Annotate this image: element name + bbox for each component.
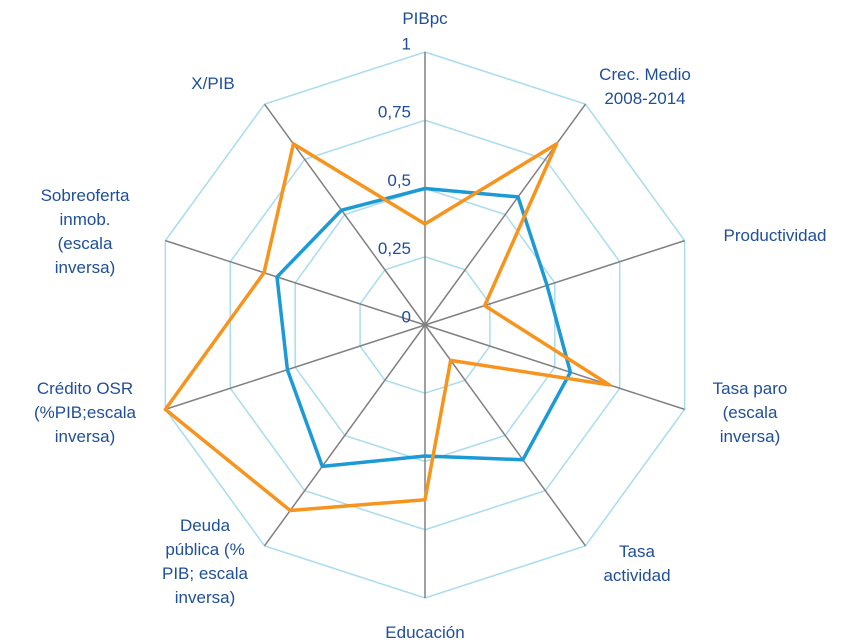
spoke — [263, 324, 426, 547]
y-tick-label: 1 — [402, 34, 411, 53]
series-line — [163, 142, 612, 513]
spoke — [424, 324, 587, 547]
y-tick-label: 0,75 — [378, 103, 411, 122]
category-label: X/PIB — [191, 74, 234, 93]
category-label: Sobreoferta inmob. (escala inversa) — [41, 186, 130, 277]
y-tick-label: 0,25 — [378, 239, 411, 258]
spoke — [263, 103, 426, 326]
spoke — [424, 324, 685, 411]
spoke — [165, 324, 426, 411]
y-tick-label: 0,5 — [387, 171, 411, 190]
spoke — [165, 239, 426, 326]
spoke — [424, 103, 587, 326]
category-label: Productividad — [723, 226, 826, 245]
spoke — [424, 239, 685, 326]
category-label: Crédito OSR (%PIB;escala inversa) — [34, 379, 137, 446]
y-tick-label: 0 — [402, 307, 411, 326]
category-label: Crec. Medio 2008-2014 — [599, 65, 691, 108]
series-line — [275, 186, 573, 469]
category-label: Educación — [385, 623, 464, 642]
category-label: Tasa actividad — [603, 542, 670, 585]
category-label: Tasa paro (escala inversa) — [713, 379, 788, 446]
category-label: Deuda pública (% PIB; escala inversa) — [162, 516, 249, 607]
category-label: PIBpc — [402, 9, 448, 28]
